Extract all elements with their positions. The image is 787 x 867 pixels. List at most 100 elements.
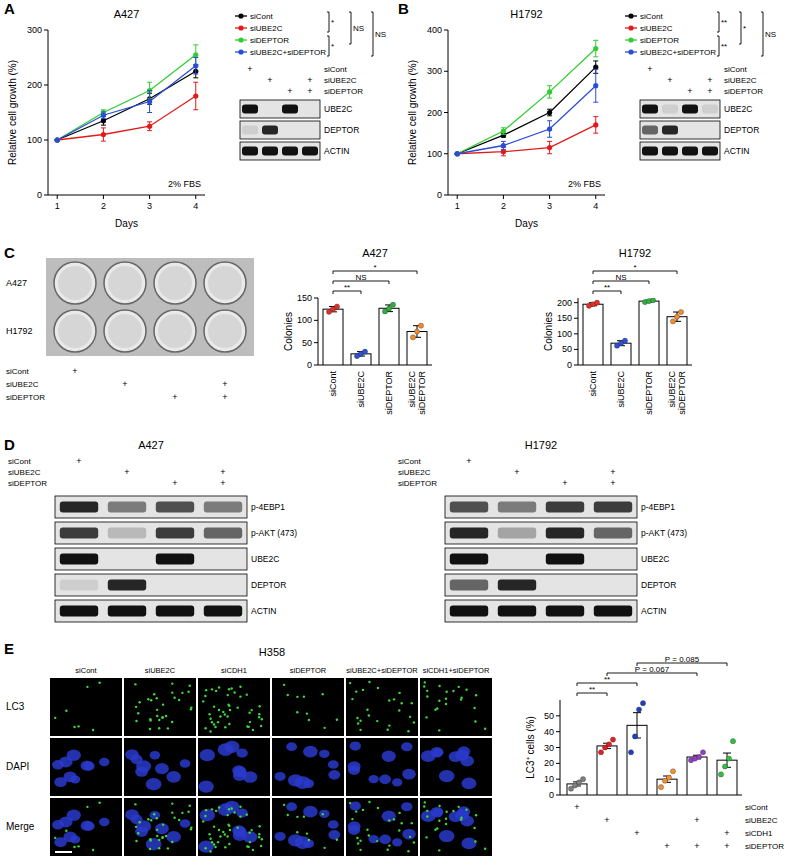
band (302, 105, 318, 114)
micrograph (124, 678, 196, 736)
lc3-puncta (171, 682, 173, 684)
lc3-puncta (214, 726, 216, 728)
error-bar (147, 122, 152, 131)
bar (597, 746, 617, 795)
lc3-puncta (54, 837, 56, 839)
point (547, 110, 552, 115)
lc3-puncta (224, 726, 226, 728)
nucleus (368, 835, 378, 843)
lc3-puncta (306, 832, 308, 834)
legend-marker (238, 13, 243, 18)
band (450, 580, 488, 591)
nucleus (70, 835, 80, 843)
lc3-puncta (167, 847, 169, 849)
lc3-puncta (423, 685, 425, 687)
nucleus (200, 749, 215, 761)
lc3-puncta (261, 838, 263, 840)
legend-marker (238, 37, 243, 42)
x-axis-label: Days (115, 218, 138, 229)
annotation: 2% FBS (168, 179, 201, 189)
band (282, 105, 298, 114)
well (154, 310, 196, 352)
nucleus (303, 806, 318, 818)
band (60, 502, 98, 513)
series-line (457, 67, 596, 154)
data-point (362, 349, 367, 354)
x-axis (448, 195, 605, 196)
band (262, 126, 278, 135)
chart-title: H1792 (619, 247, 651, 259)
nucleus (439, 830, 455, 842)
x-tick (195, 195, 196, 199)
nucleus (350, 801, 361, 810)
nucleus (457, 806, 470, 816)
lc3-puncta (178, 819, 180, 821)
nucleus (166, 771, 181, 783)
series-line (457, 86, 596, 154)
lc3-puncta (248, 832, 250, 834)
lc3-puncta (426, 695, 428, 697)
nucleus (460, 816, 474, 827)
data-point (580, 777, 585, 782)
significance-label: ** (344, 283, 350, 292)
error-bar (193, 82, 198, 110)
point (593, 46, 598, 51)
band (156, 502, 194, 513)
lc3-puncta (165, 835, 167, 837)
condition-mark: + (220, 467, 225, 477)
plot-area (455, 40, 599, 156)
x-tick-label: siDEPTOR (644, 371, 654, 415)
condition-mark: + (610, 478, 615, 488)
lc3-puncta (171, 691, 173, 693)
lc3-puncta (349, 802, 351, 804)
lc3-puncta (438, 729, 440, 731)
y-tick-label: 200 (27, 80, 42, 90)
lc3-puncta (303, 695, 305, 697)
lc3-puncta (226, 715, 228, 717)
data-point (700, 750, 705, 755)
lc3-puncta (357, 722, 359, 724)
nucleus (83, 822, 94, 831)
lc3-puncta (246, 693, 248, 695)
y-axis (578, 298, 579, 365)
lc3-puncta (209, 718, 211, 720)
lc3-puncta (359, 729, 361, 731)
y-tick (556, 779, 560, 780)
band (594, 528, 632, 539)
y-axis-label: Relative cell growth (%) (407, 60, 418, 165)
lc3-puncta (158, 727, 160, 729)
y-tick-label: 200 (557, 298, 572, 308)
significance-label: ** (604, 283, 610, 292)
lc3-puncta (366, 709, 368, 711)
lc3-puncta (73, 726, 75, 728)
nucleus (135, 826, 148, 836)
lc3-puncta (407, 730, 409, 732)
condition-label: siUBE2C (398, 468, 431, 477)
x-tick-label: 4 (193, 201, 198, 211)
data-point (726, 756, 731, 761)
lc3-puncta (445, 818, 447, 820)
x-tick-label: 2 (501, 201, 506, 211)
lc3-puncta (150, 699, 152, 701)
lc3-puncta (425, 716, 427, 718)
lc3-puncta (135, 826, 137, 828)
x-tick-label: siUBE2CsiDEPTOR (407, 371, 427, 415)
micrograph (50, 798, 122, 856)
lc3-puncta (204, 847, 206, 849)
well-bottom (58, 266, 92, 300)
row-label: DEPTOR (324, 125, 359, 135)
lc3-puncta (436, 827, 438, 829)
lc3-puncta (211, 688, 213, 690)
condition-mark: + (466, 456, 471, 466)
lc3-puncta (474, 840, 476, 842)
y-tick-label: 300 (427, 66, 442, 76)
legend-label: siUBE2C (640, 24, 673, 33)
error-bar (101, 112, 106, 119)
lc3-puncta (258, 713, 260, 715)
data-point (718, 772, 723, 777)
lc3-puncta (438, 805, 440, 807)
lc3-puncta (158, 847, 160, 849)
nucleus (198, 780, 213, 792)
y-tick-label: 50 (302, 338, 312, 348)
lc3-puncta (359, 840, 361, 842)
